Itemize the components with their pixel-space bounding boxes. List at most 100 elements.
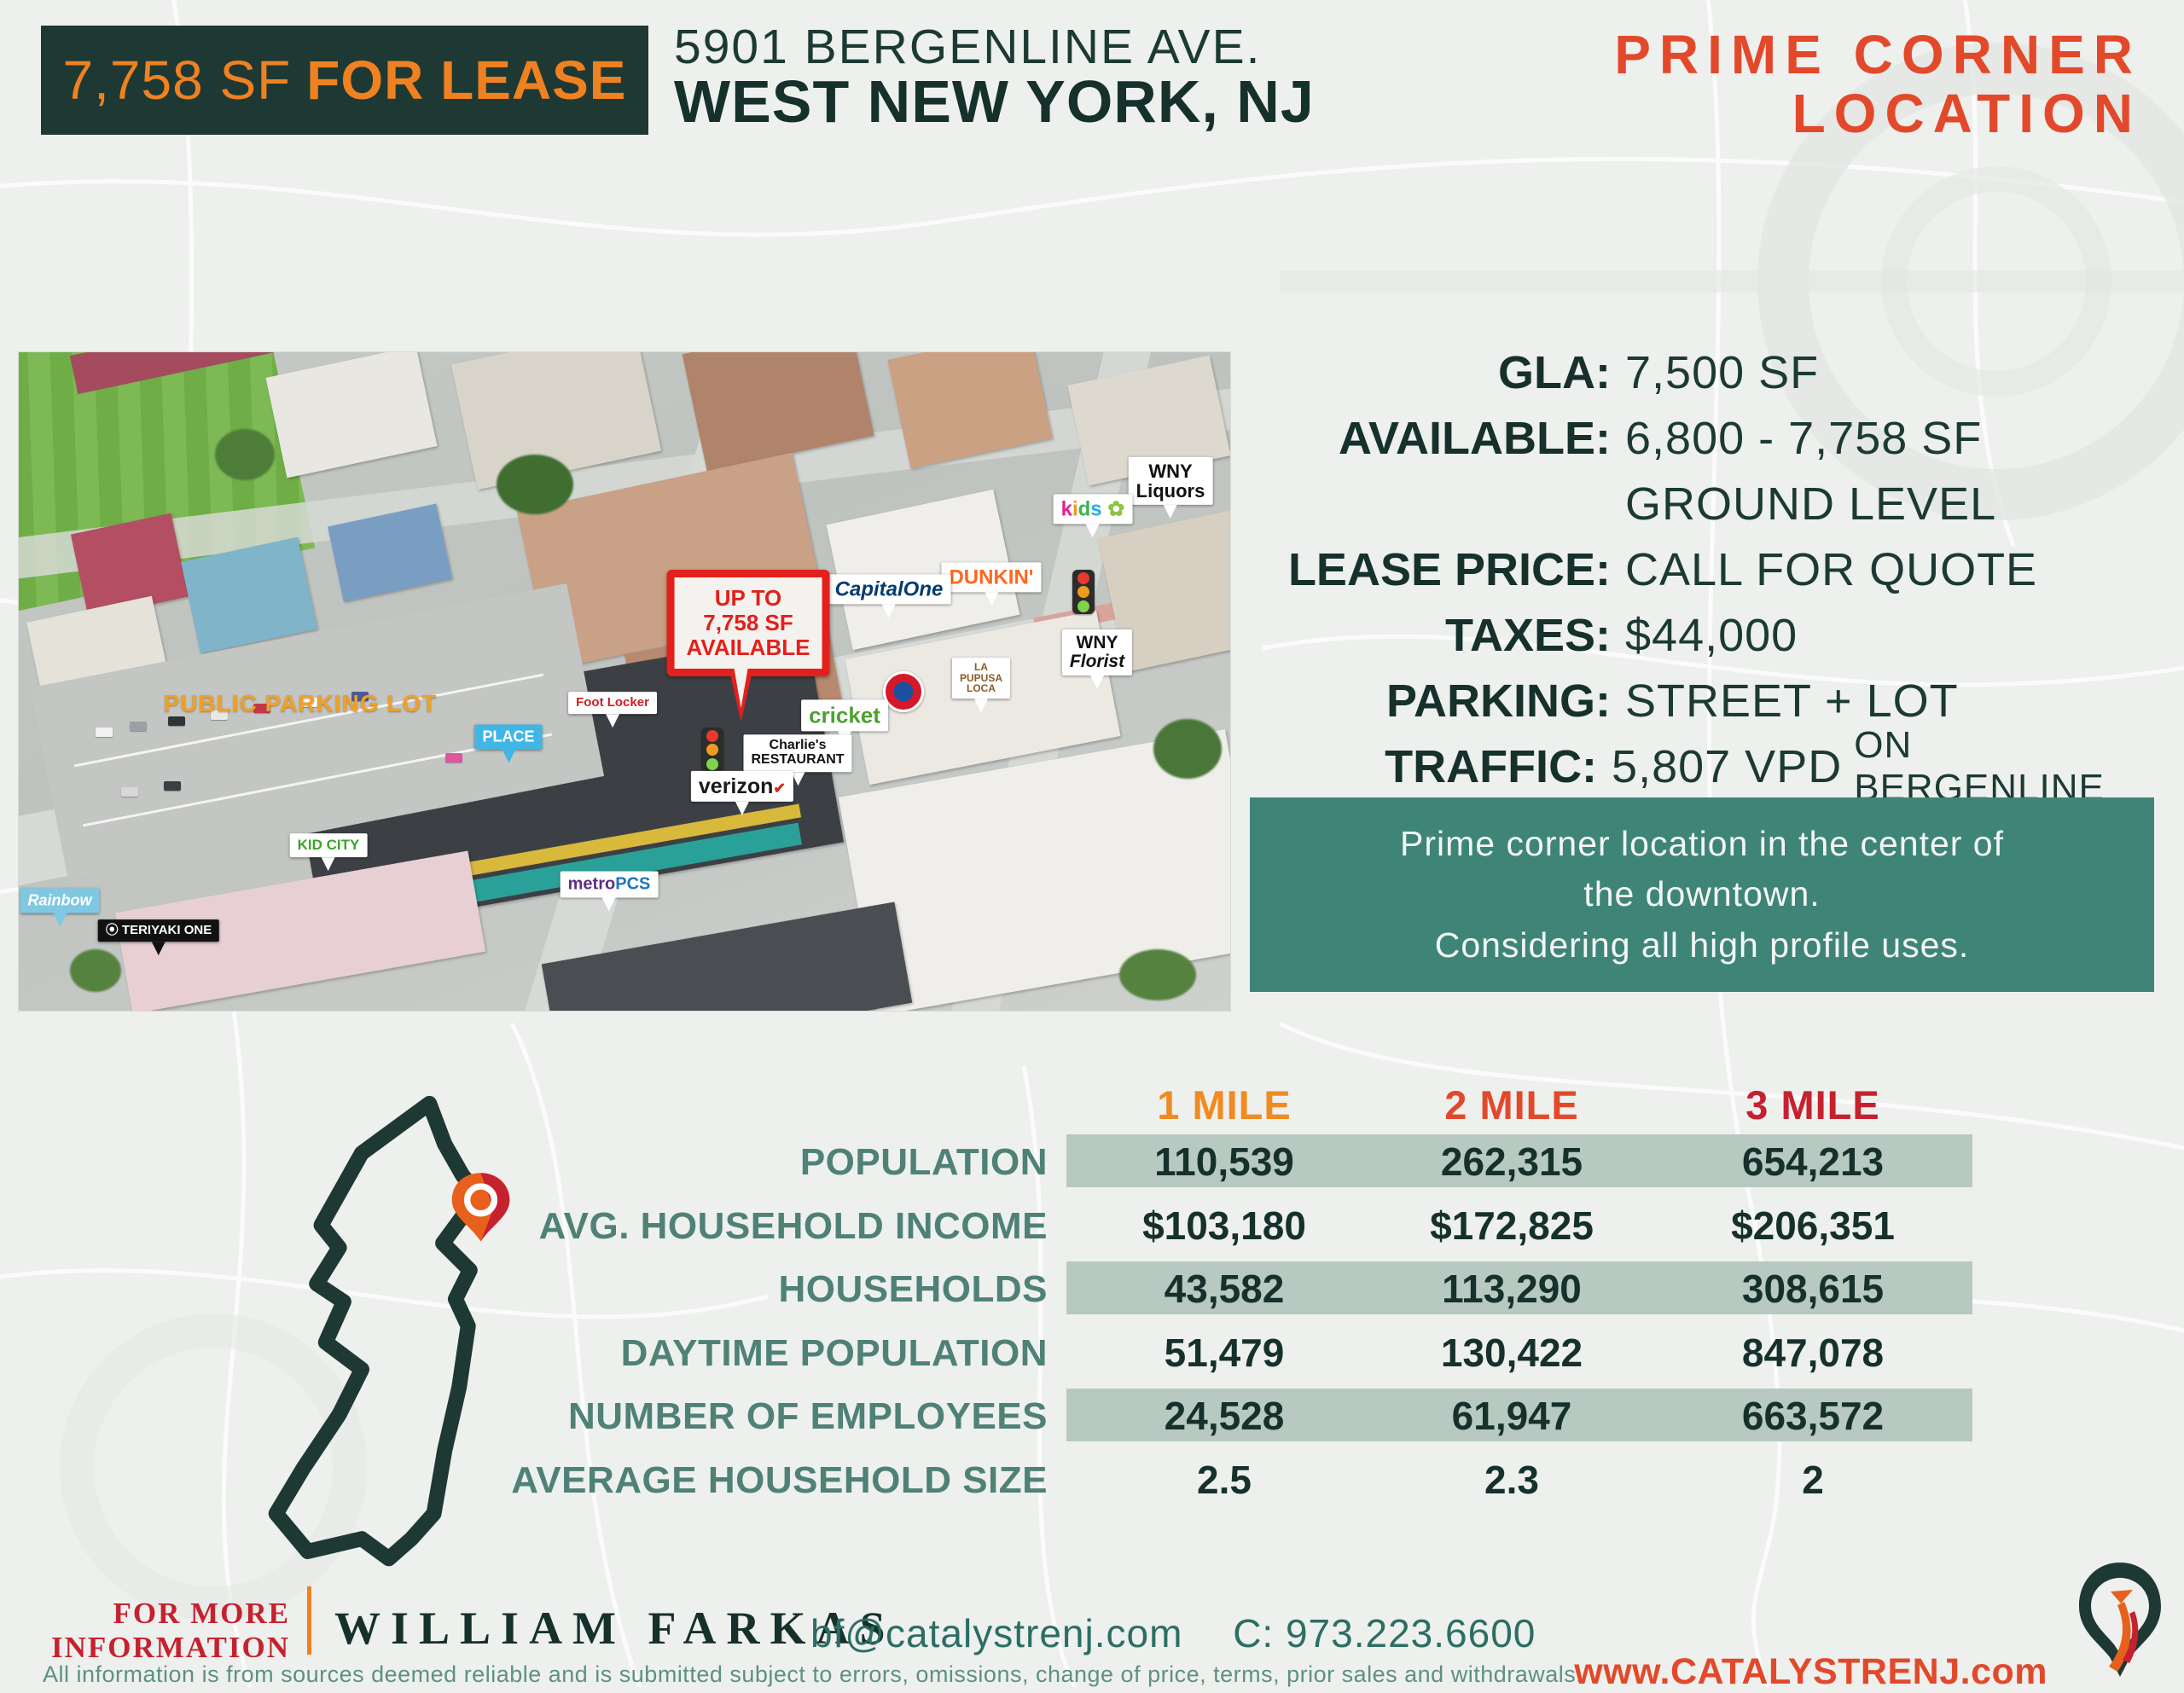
store-label-wny-florist: WNY Florist (1061, 629, 1133, 690)
nj-border (268, 1095, 489, 1567)
property-address: 5901 BERGENLINE AVE. WEST NEW YORK, NJ (674, 22, 1315, 133)
available-sf-callout: UP TO 7,758 SF AVAILABLE (666, 570, 830, 722)
tree (70, 949, 121, 992)
label-line: Florist (1069, 652, 1125, 671)
demo-row-band (1066, 1389, 1972, 1441)
detail-label: PARKING: (1386, 675, 1611, 727)
label-part: d (1077, 497, 1091, 521)
detail-row: LEASE PRICE: CALL FOR QUOTE (981, 536, 2167, 602)
car (168, 716, 185, 726)
label-part: i (1072, 497, 1078, 521)
label-part: k (1060, 497, 1072, 521)
label-line: WNY (1076, 632, 1118, 652)
note-line1: Prime corner location in the center of (1400, 823, 2004, 863)
round-store-logo (883, 671, 924, 712)
store-label-metro-pcs: metroPCS (560, 871, 659, 912)
car (164, 781, 181, 791)
detail-row: PARKING: STREET + LOT (981, 668, 2167, 733)
agent-name: WILLIAM FARKAS (334, 1603, 896, 1654)
store-label-charlies-restaurant: Charlie's RESTAURANT (743, 734, 852, 786)
traffic-light-lamp (706, 744, 718, 756)
demographics-table: 1 MILE 2 MILE 3 MILE POPULATION 110,539 262,3… (478, 1081, 1988, 1525)
detail-value: 6,800 - 7,758 SF (1625, 412, 1983, 464)
demo-value: 43,582 (1164, 1267, 1285, 1311)
label-part: s (1090, 497, 1102, 521)
agent-email[interactable]: bf@catalystrenj.com (810, 1611, 1183, 1655)
demo-value: 24,528 (1164, 1394, 1285, 1438)
store-label-wny-liquors: WNY Liquors (1128, 456, 1213, 519)
demo-value: 663,572 (1741, 1394, 1885, 1438)
label-pointer (1163, 505, 1177, 519)
demo-row-label: POPULATION (799, 1141, 1048, 1183)
catalyst-logo-icon (2079, 1563, 2161, 1677)
detail-value-suffix: ON BERGENLINE (1854, 723, 2105, 809)
demo-value: 2 (1802, 1457, 1824, 1502)
label-accent: ✔ (773, 779, 787, 797)
traffic-light-lamp (1077, 571, 1089, 584)
car (130, 722, 147, 731)
store-label-capital-one: CapitalOne (827, 574, 951, 618)
demo-row-band (1066, 1261, 1972, 1314)
demo-column-header: 2 MILE (1444, 1082, 1579, 1128)
demo-value: 61,947 (1451, 1394, 1572, 1438)
demo-row-label: HOUSEHOLDS (778, 1268, 1048, 1310)
car (351, 692, 369, 701)
demo-value: 308,615 (1741, 1267, 1885, 1311)
detail-value: CALL FOR QUOTE (1625, 543, 2038, 595)
more-info-line1: FOR MORE (113, 1597, 290, 1630)
detail-row: GROUND LEVEL (981, 471, 2167, 536)
detail-label: GLA: (1498, 346, 1611, 398)
more-info-line2: INFORMATION (51, 1630, 290, 1664)
label-pointer (1089, 675, 1104, 690)
contact-info: bf@catalystrenj.com C: 973.223.6600 (810, 1610, 1536, 1656)
detail-row: GLA: 7,500 SF (981, 339, 2167, 405)
demo-value: $172,825 (1430, 1203, 1594, 1248)
demo-value: 2.5 (1197, 1457, 1252, 1502)
demo-value: $206,351 (1731, 1203, 1895, 1248)
detail-row: TAXES: $44,000 (981, 602, 2167, 668)
store-label-verizon: verizon✔ (690, 770, 794, 816)
store-label-dunkin: DUNKIN' (941, 562, 1042, 606)
label-part: metro (567, 874, 616, 894)
agent-phone[interactable]: C: 973.223.6600 (1233, 1611, 1536, 1655)
demo-value: 113,290 (1442, 1267, 1582, 1311)
demo-value: 51,479 (1164, 1330, 1285, 1375)
label-pointer (601, 897, 616, 912)
traffic-light-lamp (706, 757, 718, 770)
detail-row: TRAFFIC: 5,807 VPD ON BERGENLINE (981, 724, 2167, 809)
location-pin-icon (451, 1173, 510, 1242)
label-pointer (881, 604, 896, 618)
store-label-la-pupusa-loca: LA PUPUSA LOCA (951, 658, 1011, 712)
car (253, 704, 270, 713)
store-label-kid-city: KID CITY (289, 833, 368, 871)
traffic-light-lamp (706, 729, 718, 742)
car (121, 787, 138, 797)
label-line: Liquors (1136, 480, 1205, 502)
detail-value: GROUND LEVEL (1625, 478, 1997, 530)
for-more-information-label: FOR MORE INFORMATION (34, 1597, 290, 1665)
label-pointer (973, 698, 988, 712)
detail-row: AVAILABLE: 6,800 - 7,758 SF (981, 405, 2167, 471)
label-line: LA (973, 661, 988, 674)
label-pointer (53, 913, 67, 927)
label-part: ✿ (1101, 497, 1125, 521)
demo-value: $103,180 (1142, 1203, 1306, 1248)
demo-row-label: DAYTIME POPULATION (620, 1331, 1048, 1374)
demo-column-header: 3 MILE (1745, 1082, 1880, 1128)
detail-value: 7,500 SF (1625, 346, 1820, 398)
public-parking-lot-label: PUBLIC PARKING LOT (163, 690, 438, 716)
tree (215, 429, 275, 480)
building (265, 352, 438, 478)
callout-line: AVAILABLE (686, 635, 810, 661)
car (445, 753, 462, 762)
demo-value: 847,078 (1741, 1330, 1885, 1375)
demo-value: 2.3 (1484, 1457, 1539, 1502)
banner-for-lease-label: FOR LEASE (306, 49, 627, 111)
store-label-rainbow: Rainbow (20, 888, 100, 927)
traffic-light-icon (701, 728, 723, 772)
new-jersey-outline-map (268, 1095, 510, 1567)
detail-label: LEASE PRICE: (1287, 543, 1611, 595)
website-link[interactable]: www.CATALYSTRENJ.com (1574, 1651, 2048, 1692)
label-part: PCS (615, 874, 651, 894)
banner-square-feet: 7,758 SF (62, 49, 292, 111)
